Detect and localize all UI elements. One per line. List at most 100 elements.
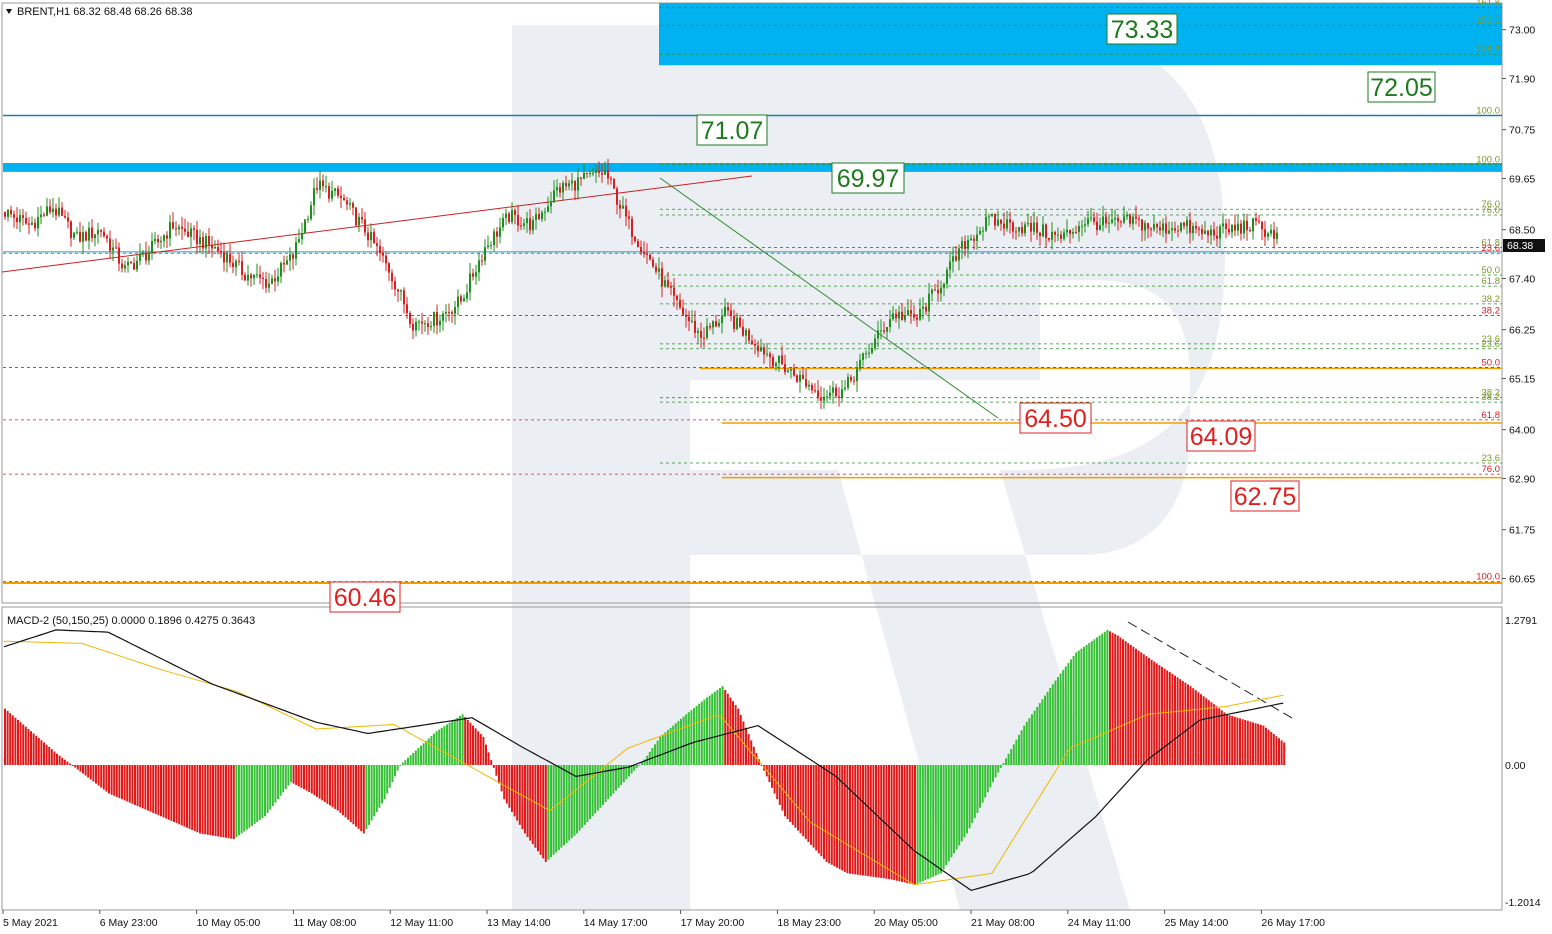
candle-body	[1183, 222, 1185, 226]
candle-body	[664, 280, 666, 287]
macd-bar	[656, 740, 659, 765]
price-tick-label: 60.65	[1509, 574, 1535, 586]
candle-body	[1105, 216, 1107, 224]
macd-bar	[368, 765, 370, 825]
macd-bar	[989, 765, 992, 788]
candle-body	[892, 313, 894, 320]
macd-bar	[1174, 675, 1176, 765]
candle-body	[334, 188, 336, 191]
macd-bar	[17, 719, 19, 765]
candle-body	[697, 331, 699, 333]
macd-bar	[292, 765, 295, 784]
candle-body	[913, 314, 915, 318]
macd-bar	[498, 765, 500, 784]
macd-bar	[113, 765, 116, 796]
macd-bar	[118, 765, 121, 799]
candle-body	[469, 273, 471, 293]
candle-body	[490, 245, 492, 247]
time-tick-label: 14 May 17:00	[584, 917, 648, 929]
candle-body	[1210, 229, 1212, 236]
macd-bar	[1114, 634, 1117, 765]
macd-bar	[1280, 740, 1283, 765]
candle-body	[616, 188, 618, 205]
candle-body	[559, 187, 561, 193]
macd-bar	[329, 765, 331, 806]
candle-body	[427, 323, 429, 327]
macd-bar	[225, 765, 227, 838]
price-tick-label: 62.90	[1509, 474, 1535, 486]
macd-bar	[84, 765, 87, 776]
macd-bar	[230, 765, 233, 839]
macd-bar	[976, 765, 979, 813]
candle-body	[448, 312, 450, 314]
macd-bar	[297, 765, 300, 787]
candle-body	[1018, 227, 1020, 232]
macd-bar	[927, 765, 929, 880]
candle-body	[1006, 219, 1008, 229]
macd-bar	[1215, 706, 1218, 765]
candle-body	[619, 204, 621, 209]
candle-body	[94, 234, 96, 239]
candle-body	[301, 233, 303, 240]
macd-bar	[664, 732, 667, 765]
candle-body	[958, 248, 960, 261]
macd-bar	[838, 765, 841, 870]
macd-bar	[971, 765, 974, 824]
candle-body	[889, 319, 891, 328]
candle-body	[1159, 227, 1161, 231]
candle-body	[1189, 220, 1191, 233]
macd-bar	[781, 765, 784, 811]
macd-bar	[134, 765, 136, 805]
candle-body	[85, 232, 87, 241]
macd-bar	[204, 765, 207, 835]
target-label: 60.46	[334, 584, 397, 612]
macd-bar	[932, 765, 935, 877]
macd-bar	[1257, 723, 1260, 765]
macd-bar	[472, 725, 474, 765]
price-tick-label: 65.15	[1509, 374, 1535, 386]
candle-body	[1195, 226, 1197, 229]
macd-bar	[394, 765, 396, 777]
candle-body	[160, 240, 162, 243]
candle-body	[1138, 218, 1140, 220]
candle-body	[421, 321, 423, 324]
candle-body	[1012, 222, 1014, 232]
macd-bar	[526, 765, 529, 837]
candle-body	[922, 306, 924, 309]
macd-bar	[123, 765, 126, 801]
macd-bar	[859, 765, 862, 876]
candle-body	[883, 330, 885, 332]
candle-body	[226, 253, 228, 263]
macd-bar	[846, 765, 849, 874]
macd-bar	[167, 765, 170, 820]
candle-body	[337, 188, 339, 196]
candle-body	[1198, 228, 1200, 230]
candle-body	[694, 320, 696, 333]
macd-bar	[1054, 680, 1057, 765]
macd-bar	[1171, 673, 1174, 765]
macd-bar	[966, 765, 968, 834]
macd-bar	[269, 765, 272, 810]
candle-body	[733, 316, 735, 329]
candle-body	[109, 238, 111, 251]
macd-bar	[144, 765, 147, 810]
candle-body	[58, 207, 60, 216]
candle-body	[172, 222, 174, 229]
macd-bar	[992, 765, 994, 783]
macd-bar	[1036, 706, 1039, 765]
macd-bar	[953, 765, 955, 854]
candle-body	[1264, 229, 1266, 237]
macd-bar	[669, 727, 672, 765]
macd-bar	[594, 765, 597, 814]
candle-body	[523, 223, 525, 226]
macd-bar	[373, 765, 376, 817]
macd-bar	[1075, 652, 1078, 765]
macd-bar	[100, 765, 103, 788]
collapse-triangle-icon[interactable]	[6, 9, 12, 14]
macd-bar	[76, 765, 79, 770]
candle-body	[1030, 222, 1032, 232]
target-label-box	[696, 114, 768, 146]
candle-body	[181, 226, 183, 229]
candle-body	[304, 219, 306, 234]
